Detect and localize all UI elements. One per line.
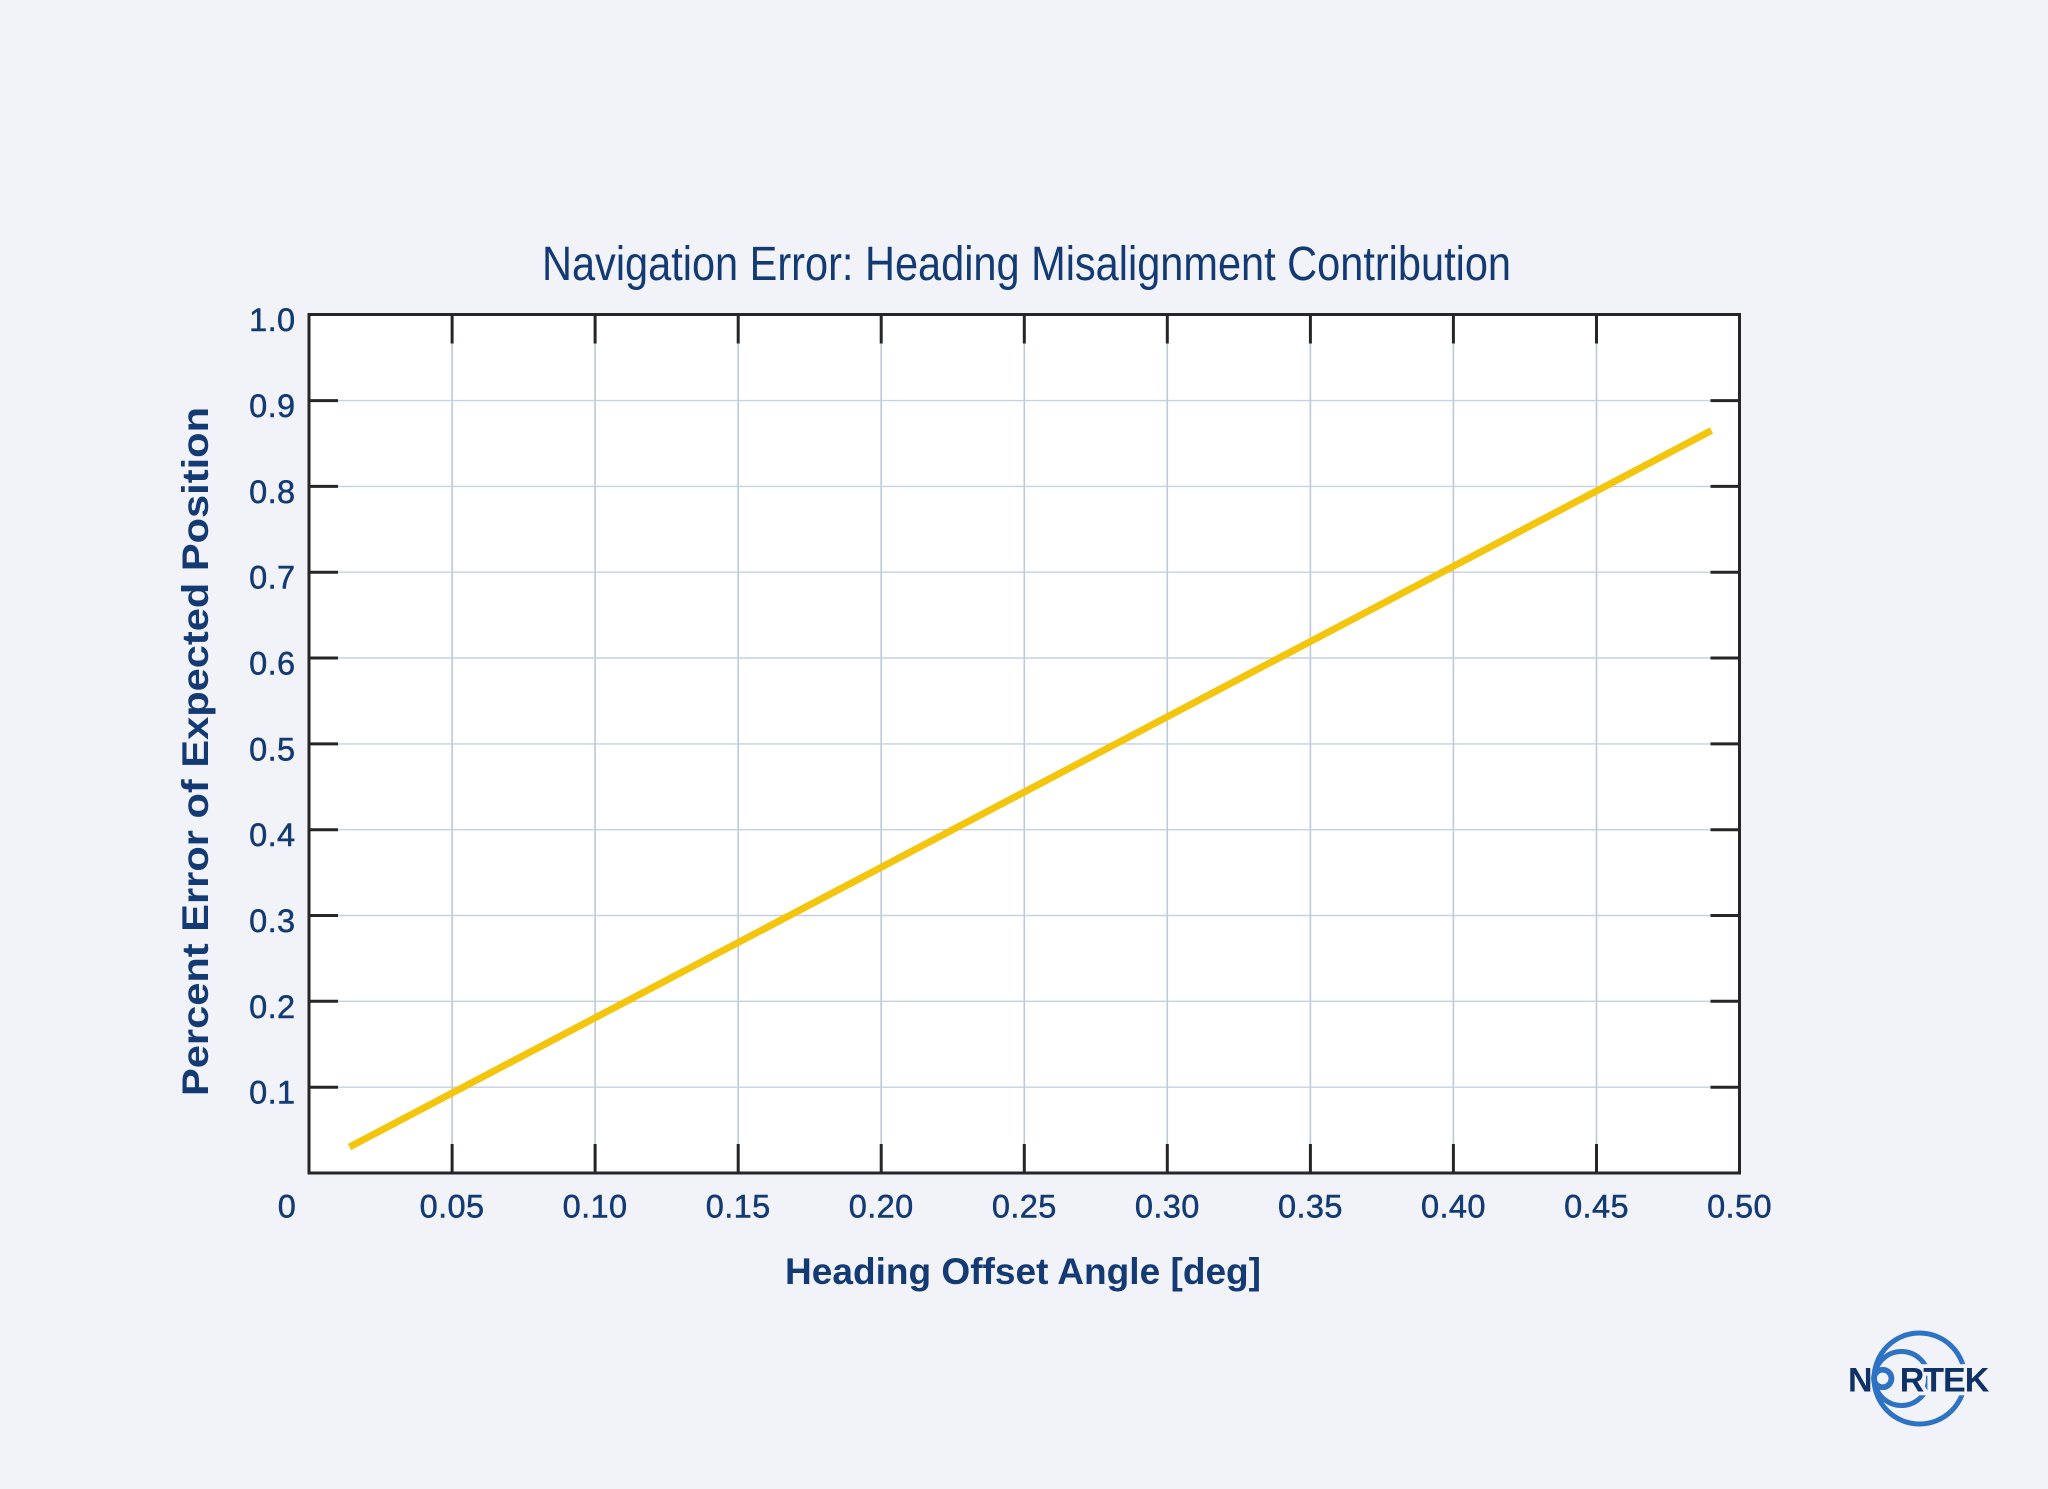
svg-text:0.7: 0.7 — [249, 560, 295, 596]
svg-text:0.10: 0.10 — [563, 1189, 628, 1225]
svg-text:0.20: 0.20 — [849, 1189, 914, 1225]
svg-text:0.1: 0.1 — [249, 1075, 295, 1111]
svg-text:0.15: 0.15 — [706, 1189, 771, 1225]
svg-text:0.4: 0.4 — [249, 817, 295, 853]
svg-text:0.25: 0.25 — [992, 1189, 1057, 1225]
svg-text:1.0: 1.0 — [249, 302, 295, 338]
svg-text:0.45: 0.45 — [1564, 1189, 1629, 1225]
svg-text:Navigation Error: Heading Misa: Navigation Error: Heading Misalignment C… — [542, 238, 1511, 291]
svg-text:0.50: 0.50 — [1707, 1189, 1772, 1225]
svg-text:N: N — [1848, 1362, 1873, 1400]
svg-text:0.8: 0.8 — [249, 474, 295, 510]
svg-text:0.40: 0.40 — [1421, 1189, 1486, 1225]
svg-text:0.5: 0.5 — [249, 731, 295, 767]
svg-text:0.2: 0.2 — [249, 989, 295, 1025]
svg-text:0.6: 0.6 — [249, 646, 295, 682]
svg-text:0.3: 0.3 — [249, 903, 295, 939]
svg-text:0.05: 0.05 — [420, 1189, 485, 1225]
svg-text:0: 0 — [278, 1189, 296, 1225]
svg-text:0.35: 0.35 — [1278, 1189, 1343, 1225]
svg-text:RTEK: RTEK — [1900, 1362, 1990, 1400]
svg-text:0.30: 0.30 — [1135, 1189, 1200, 1225]
svg-text:Percent Error of Expected Posi: Percent Error of Expected Position — [175, 407, 216, 1096]
svg-text:Heading Offset Angle [deg]: Heading Offset Angle [deg] — [785, 1251, 1261, 1292]
svg-text:0.9: 0.9 — [249, 388, 295, 424]
